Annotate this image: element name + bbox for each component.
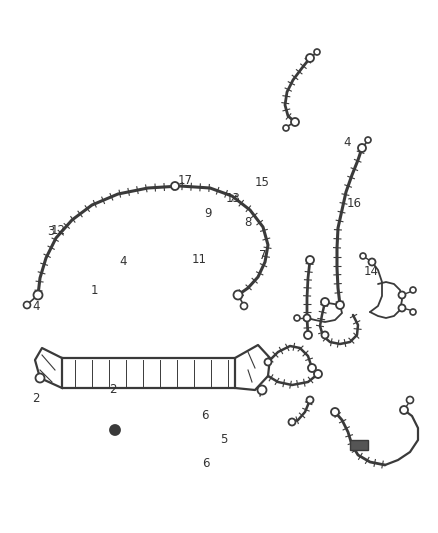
- Circle shape: [314, 370, 322, 378]
- Circle shape: [258, 385, 266, 394]
- Circle shape: [365, 137, 371, 143]
- Text: 9: 9: [204, 207, 212, 220]
- Text: 11: 11: [192, 253, 207, 266]
- Text: 7: 7: [259, 249, 267, 262]
- Text: 14: 14: [364, 265, 379, 278]
- Circle shape: [233, 290, 243, 300]
- Circle shape: [410, 309, 416, 315]
- Circle shape: [314, 49, 320, 55]
- Circle shape: [410, 287, 416, 293]
- Circle shape: [399, 304, 406, 311]
- Circle shape: [283, 125, 289, 131]
- Text: 3: 3: [47, 225, 54, 238]
- Circle shape: [304, 314, 311, 321]
- Circle shape: [321, 332, 328, 338]
- Text: 8: 8: [245, 216, 252, 229]
- Circle shape: [331, 408, 339, 416]
- Circle shape: [306, 54, 314, 62]
- Circle shape: [291, 118, 299, 126]
- Circle shape: [240, 303, 247, 310]
- Text: 6: 6: [201, 409, 209, 422]
- Text: 5: 5: [220, 433, 227, 446]
- Text: 2: 2: [109, 383, 117, 395]
- Circle shape: [294, 315, 300, 321]
- Text: 4: 4: [120, 255, 127, 268]
- Text: 1: 1: [90, 284, 98, 297]
- Text: 13: 13: [226, 192, 240, 205]
- Text: 6: 6: [202, 457, 210, 470]
- FancyBboxPatch shape: [350, 440, 368, 450]
- Text: 4: 4: [343, 136, 351, 149]
- Circle shape: [289, 418, 296, 425]
- Text: 4: 4: [32, 300, 40, 313]
- Circle shape: [400, 406, 408, 414]
- Circle shape: [399, 292, 406, 298]
- Circle shape: [35, 374, 45, 383]
- Circle shape: [308, 364, 316, 372]
- Circle shape: [33, 290, 42, 300]
- Circle shape: [171, 182, 179, 190]
- Circle shape: [24, 302, 31, 309]
- Circle shape: [304, 331, 312, 339]
- Circle shape: [321, 298, 329, 306]
- Text: 2: 2: [32, 392, 40, 405]
- Text: 17: 17: [177, 174, 192, 187]
- Circle shape: [360, 253, 366, 259]
- Text: 16: 16: [346, 197, 361, 210]
- Circle shape: [368, 259, 375, 265]
- Circle shape: [406, 397, 413, 403]
- Circle shape: [306, 256, 314, 264]
- Text: 12: 12: [51, 224, 66, 237]
- Circle shape: [110, 425, 120, 435]
- Circle shape: [358, 144, 366, 152]
- Circle shape: [336, 301, 344, 309]
- Text: 15: 15: [254, 176, 269, 189]
- Circle shape: [265, 359, 272, 366]
- Circle shape: [307, 397, 314, 403]
